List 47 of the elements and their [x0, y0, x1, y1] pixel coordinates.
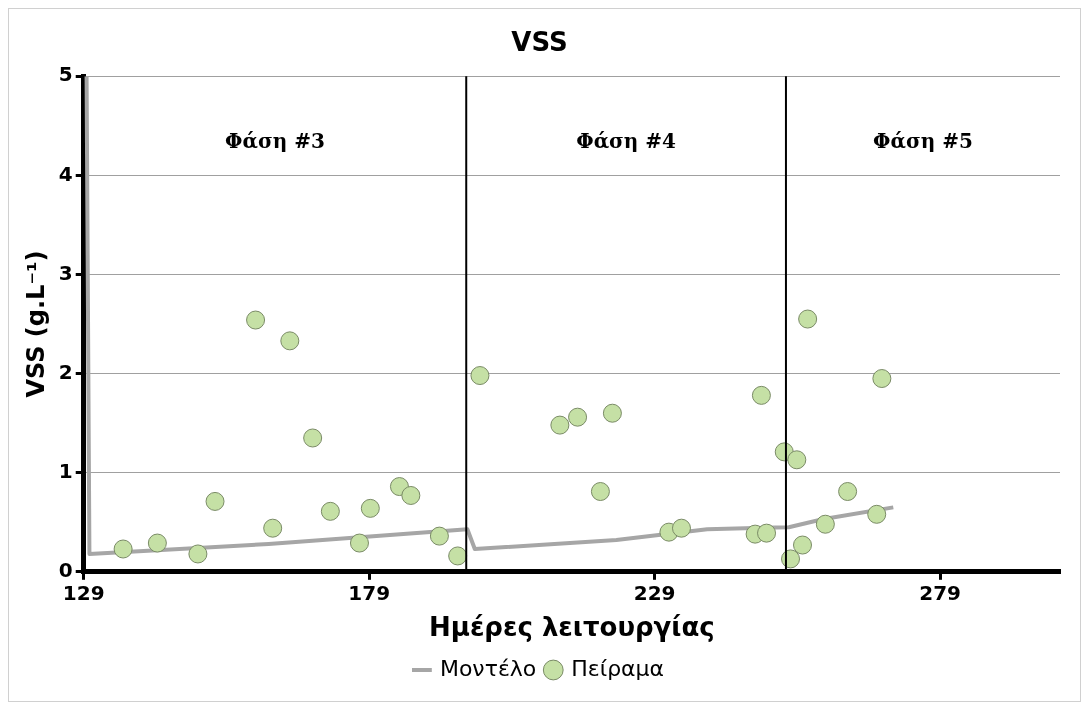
point: [757, 523, 777, 543]
point: [303, 428, 323, 448]
y-tick-label: 1: [58, 458, 73, 483]
point: [470, 366, 490, 386]
legend-label: Πείραμα: [571, 655, 665, 681]
y-tick-label: 3: [58, 260, 73, 285]
point: [815, 514, 835, 534]
point: [147, 533, 167, 553]
point: [671, 518, 691, 538]
point: [798, 309, 818, 329]
legend-label: Μοντέλο: [439, 655, 537, 681]
point: [838, 482, 858, 502]
point: [568, 407, 588, 427]
point: [448, 546, 468, 566]
annotation: Φάση #4: [576, 129, 677, 154]
point: [320, 501, 340, 521]
x-tick-label: 179: [348, 581, 391, 605]
chart-title: VSS: [511, 27, 568, 58]
point: [263, 518, 283, 538]
annotation: Φάση #3: [225, 129, 325, 154]
point: [867, 504, 887, 524]
x-axis-title: Ημέρες λειτουργίας: [429, 612, 715, 643]
point: [793, 535, 813, 555]
point: [429, 526, 449, 546]
x-tick-label: 229: [633, 581, 676, 605]
point: [751, 385, 771, 405]
point: [787, 450, 807, 470]
point: [401, 485, 421, 505]
y-tick-label: 4: [58, 161, 73, 186]
point: [872, 369, 892, 389]
point: [246, 310, 266, 330]
x-tick-label: 279: [919, 581, 961, 605]
point: [602, 403, 622, 423]
x-tick-label: 129: [62, 581, 105, 605]
point: [590, 482, 610, 502]
point: [550, 415, 570, 435]
point: [360, 498, 380, 518]
point: [349, 533, 369, 553]
point: [280, 331, 300, 351]
point: [113, 539, 133, 559]
annotation: Φάση #5: [873, 129, 973, 154]
y-tick-label: 0: [58, 558, 73, 582]
y-tick-label: 5: [58, 62, 73, 87]
point: [205, 491, 225, 511]
point: [188, 544, 208, 564]
y-tick-label: 2: [58, 359, 73, 384]
y-axis-title: VSS (g.L⁻¹): [21, 250, 50, 398]
